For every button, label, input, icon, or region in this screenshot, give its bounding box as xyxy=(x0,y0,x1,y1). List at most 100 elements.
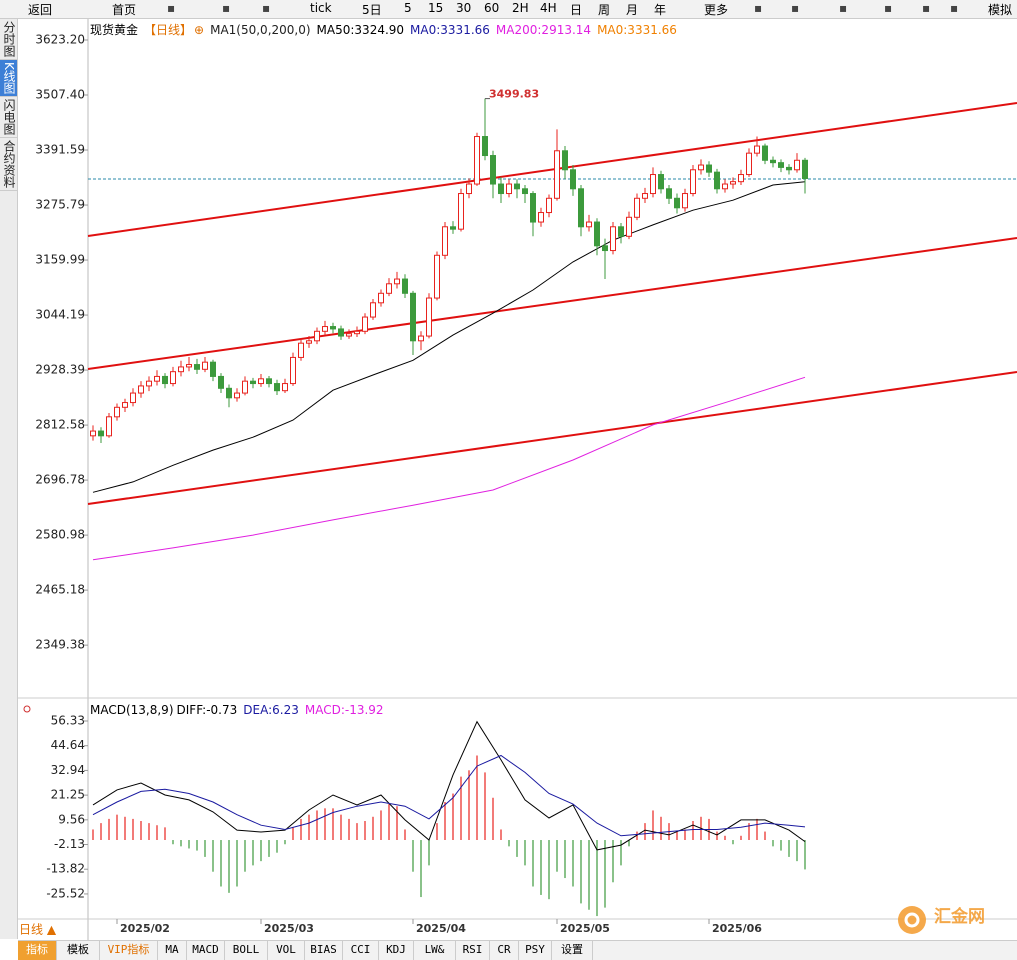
candle-body xyxy=(786,166,792,171)
sidebar-tab[interactable]: K线图 xyxy=(0,60,17,97)
candle-body xyxy=(306,340,312,344)
toolbar-button[interactable]: 4H xyxy=(540,1,557,15)
candle-body xyxy=(682,193,688,209)
trend-line xyxy=(87,237,1017,370)
main-legend: 现货黄金 【日线】 ⊕ MA1(50,0,200,0) MA50:3324.90 MA0:… xyxy=(90,21,683,38)
candle-body xyxy=(90,430,96,437)
sidebar-tab[interactable]: 合约资料 xyxy=(0,138,17,191)
toolbar-button[interactable]: 5 xyxy=(404,1,412,15)
trend-line xyxy=(87,102,1017,237)
toolbar-button[interactable]: 15 xyxy=(428,1,444,15)
candle-body xyxy=(770,159,776,164)
toolbar-button[interactable]: 日 xyxy=(570,3,583,17)
y-tick-label: 32.94 xyxy=(51,763,85,777)
sidebar-tab[interactable]: 分时图 xyxy=(0,19,17,60)
candle-body xyxy=(154,375,160,382)
legend-entry: MA50:3324.90 xyxy=(316,23,405,37)
tab[interactable]: VOL xyxy=(268,941,305,960)
candle-body xyxy=(482,136,488,157)
settings-icon[interactable] xyxy=(23,705,31,713)
y-tick-label: 2580.98 xyxy=(35,528,85,542)
tab[interactable]: 设置 xyxy=(552,941,593,960)
toolbar-button[interactable]: 60 xyxy=(484,1,500,15)
candle-body xyxy=(202,361,208,370)
candle-body xyxy=(458,193,464,230)
y-tick-label: 2349.38 xyxy=(35,638,85,652)
candle-body xyxy=(594,221,600,247)
toolbar-button[interactable]: 5日 xyxy=(362,3,382,17)
bottom-tabs: 指标 模板 VIP指标 MA MACD BOLL VOL BIAS CCI KDJ LW& RSI CR… xyxy=(18,940,1017,960)
candle-body xyxy=(210,361,216,377)
candle-body xyxy=(178,366,184,373)
candle-body xyxy=(170,371,176,385)
x-tick-label: 2025/02 xyxy=(120,922,170,935)
candle-body xyxy=(506,183,512,195)
tab[interactable]: RSI xyxy=(456,941,490,960)
legend-entry: MA200:2913.14 xyxy=(495,23,592,37)
candle-body xyxy=(122,402,128,408)
candle-body xyxy=(106,416,112,437)
candle-body xyxy=(498,183,504,195)
toolbar-icon[interactable]: ▪ xyxy=(839,1,848,15)
sidebar-tab[interactable]: 闪电图 xyxy=(0,97,17,138)
candle-body xyxy=(450,226,456,230)
candle-body xyxy=(634,197,640,218)
logo-icon xyxy=(904,912,920,928)
candle-body xyxy=(706,164,712,173)
toolbar-button[interactable]: 月 xyxy=(626,3,639,17)
toolbar-icon[interactable]: ▪ xyxy=(884,1,893,15)
tab[interactable]: MA xyxy=(158,941,187,960)
toolbar-button[interactable]: 首页 xyxy=(112,3,137,17)
candle-body xyxy=(266,378,272,385)
candle-body xyxy=(530,193,536,223)
y-tick-label: 3507.40 xyxy=(35,88,85,102)
tab[interactable]: BOLL xyxy=(225,941,268,960)
candle-body xyxy=(338,328,344,337)
toolbar-icon[interactable]: ▪ xyxy=(222,1,231,15)
toolbar-icon[interactable]: ▪ xyxy=(950,1,959,15)
tab[interactable]: 模板 xyxy=(57,941,100,960)
candle-body xyxy=(362,316,368,332)
tab[interactable]: CR xyxy=(490,941,519,960)
candle-body xyxy=(434,254,440,299)
candle-body xyxy=(698,164,704,171)
toolbar-icon[interactable]: ▪ xyxy=(922,1,931,15)
candle-body xyxy=(146,380,152,387)
indicator[interactable]: MA1(50,0,200,0) xyxy=(210,23,311,37)
toolbar-button[interactable]: 2H xyxy=(512,1,529,15)
y-tick-label: 9.56 xyxy=(58,812,85,826)
tab[interactable]: KDJ xyxy=(379,941,414,960)
x-tick-label: 2025/05 xyxy=(560,922,610,935)
tab[interactable]: PSY xyxy=(519,941,552,960)
toolbar-button[interactable]: 30 xyxy=(456,1,472,15)
toolbar-button[interactable]: 年 xyxy=(654,3,667,17)
candle-body xyxy=(746,152,752,176)
toolbar-icon[interactable]: ▪ xyxy=(754,1,763,15)
toolbar-icon[interactable]: ▪ xyxy=(791,1,800,15)
logo: 汇金网 xyxy=(934,906,985,927)
toolbar-button[interactable]: 模拟 xyxy=(988,3,1013,17)
tab[interactable]: VIP指标 xyxy=(100,941,158,960)
toolbar-button[interactable]: 返回 xyxy=(28,3,53,17)
tab[interactable]: 指标 xyxy=(18,941,57,960)
tab[interactable]: CCI xyxy=(343,941,379,960)
candle-body xyxy=(754,145,760,154)
tab[interactable]: BIAS xyxy=(305,941,343,960)
toolbar-button[interactable]: tick xyxy=(310,1,332,15)
toolbar-button[interactable]: 周 xyxy=(598,3,611,17)
x-tick-label: 2025/04 xyxy=(416,922,466,935)
candle-body xyxy=(626,216,632,237)
candle-body xyxy=(242,380,248,394)
period-tab[interactable]: 日线 ▲ xyxy=(19,923,57,937)
candle-body xyxy=(442,226,448,256)
candle-body xyxy=(690,169,696,195)
toolbar-icon[interactable]: ▪ xyxy=(167,1,176,15)
macd-legend: MACD(13,8,9) DIFF:-0.73 DEA:6.23 MACD:-13.9… xyxy=(90,703,390,717)
toolbar-button[interactable]: 更多 xyxy=(704,3,729,17)
tab[interactable]: MACD xyxy=(187,941,225,960)
toolbar-icon[interactable]: ▪ xyxy=(262,1,271,15)
icon: ⊕ xyxy=(194,23,205,37)
tab[interactable]: LW& xyxy=(414,941,456,960)
